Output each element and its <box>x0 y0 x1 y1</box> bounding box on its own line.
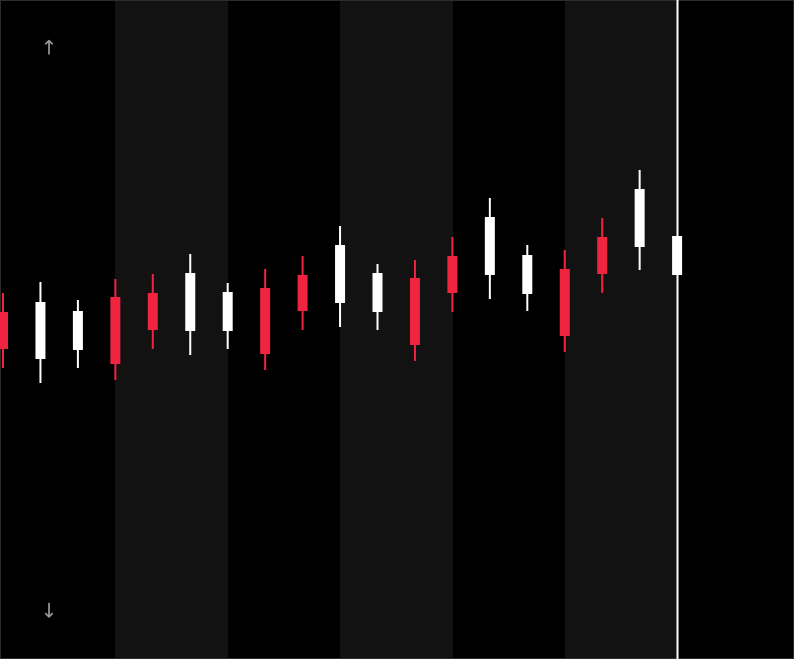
candle-body <box>72 311 83 350</box>
candle-body <box>147 293 158 330</box>
candle-body <box>260 288 271 354</box>
candle-body <box>559 269 570 336</box>
candle <box>372 264 383 330</box>
candle-body <box>0 312 8 349</box>
candle-body <box>522 255 533 294</box>
candle <box>185 254 196 355</box>
candle-body <box>597 237 608 274</box>
candle <box>0 293 8 368</box>
candle <box>147 274 158 349</box>
candle-body <box>35 302 46 359</box>
candle <box>559 250 570 352</box>
candle <box>222 283 233 349</box>
candle <box>335 226 346 327</box>
candle <box>447 237 458 312</box>
candle <box>409 260 420 361</box>
candle-body <box>185 273 196 331</box>
band <box>340 0 453 659</box>
candle-body <box>335 245 346 303</box>
candle-body <box>110 297 121 364</box>
candle <box>634 170 645 270</box>
scroll-up[interactable]: ↑ <box>41 36 58 60</box>
candle-body <box>372 273 383 312</box>
candle-body <box>297 275 308 311</box>
candle-body <box>409 278 420 345</box>
band <box>115 0 228 659</box>
candle <box>72 300 83 368</box>
candle-body <box>222 292 233 331</box>
candle <box>260 269 271 370</box>
candle <box>35 282 46 383</box>
scroll-down[interactable]: ↓ <box>41 599 58 623</box>
candle-body <box>484 217 495 275</box>
candle <box>484 198 495 299</box>
band <box>565 0 677 659</box>
candle <box>597 218 608 293</box>
candle <box>297 256 308 330</box>
candle-body <box>447 256 458 293</box>
candle <box>110 279 121 380</box>
candle <box>522 245 533 311</box>
candle-body <box>634 189 645 247</box>
